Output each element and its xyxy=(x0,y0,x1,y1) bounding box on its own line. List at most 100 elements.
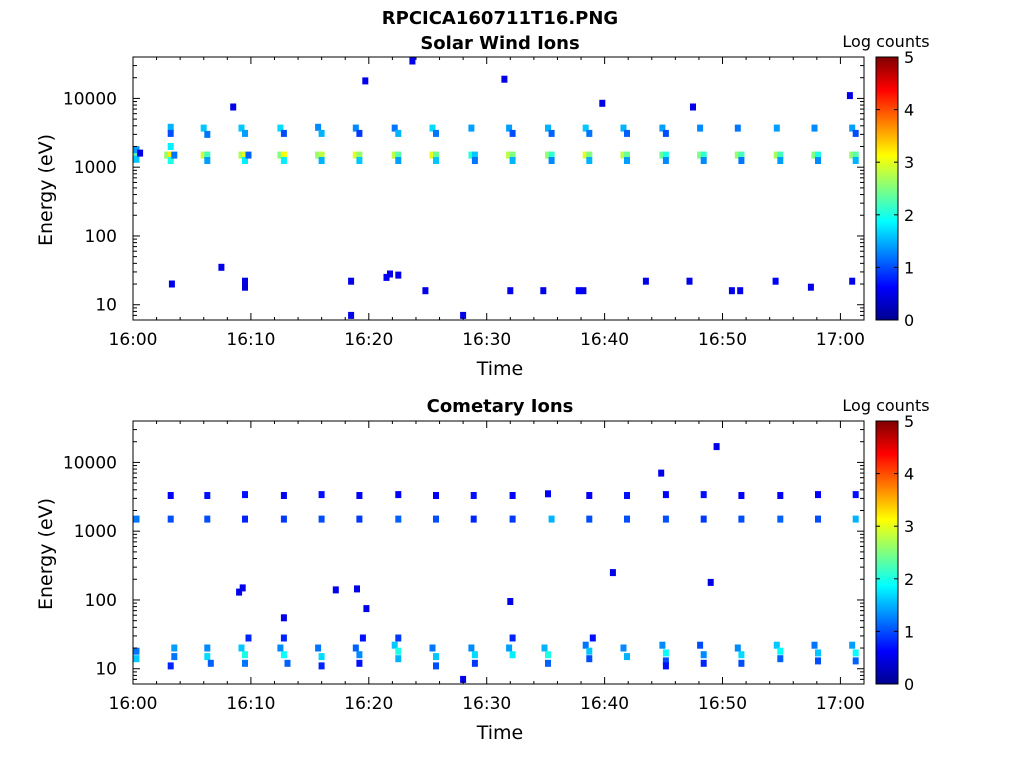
x-tick-label: 17:00 xyxy=(816,330,865,350)
heatmap-cell xyxy=(280,157,287,164)
heatmap-cell xyxy=(471,157,478,164)
heatmap-cell xyxy=(815,657,821,665)
heatmap-cell xyxy=(356,129,363,137)
heatmap-cell xyxy=(773,151,780,159)
heatmap-cell xyxy=(509,651,516,659)
heatmap-cell xyxy=(242,129,248,137)
heatmap-cell xyxy=(460,675,467,683)
x-tick-label: 16:00 xyxy=(109,694,158,714)
colorbar-tick-label: 5 xyxy=(904,48,914,67)
plot-area: 16:00 16:10 16:20 16:30 16:40 16:50 17:00 10 100… xyxy=(63,420,865,714)
heatmap-cell xyxy=(506,151,513,159)
y-tick-label: 10000 xyxy=(63,89,117,109)
heatmap-cell xyxy=(167,143,174,150)
y-axis-label: Energy (eV) xyxy=(35,134,57,246)
heatmap-cell xyxy=(167,492,174,499)
heatmap-cell xyxy=(204,492,211,499)
heatmap-cell xyxy=(658,469,665,477)
heatmap-cell xyxy=(507,598,514,605)
heatmap-cell xyxy=(200,151,207,159)
colorbar-tick-label: 4 xyxy=(904,465,914,484)
heatmap-cell xyxy=(599,99,606,107)
heatmap-cell xyxy=(218,263,225,271)
heatmap-cell xyxy=(582,641,589,649)
heatmap-cell xyxy=(280,151,287,159)
heatmap-cell xyxy=(167,662,174,670)
heatmap-cell xyxy=(509,634,516,642)
heatmap-cell xyxy=(852,151,859,159)
heatmap-cell xyxy=(280,634,287,642)
heatmap-cell xyxy=(582,124,589,132)
plot-area: 16:00 16:10 16:20 16:30 16:40 16:50 17:00 10 100… xyxy=(63,56,865,350)
heatmap-cell xyxy=(277,124,284,132)
figure-title: RPCICA160711T16.PNG xyxy=(382,8,618,29)
colorbar-label: Log counts xyxy=(842,396,929,415)
heatmap-cell xyxy=(777,655,784,663)
heatmap-cell xyxy=(586,151,593,159)
heatmap-cell xyxy=(624,129,630,137)
heatmap-cell xyxy=(697,641,704,649)
heatmap-cell xyxy=(815,157,821,164)
x-tick-label: 16:10 xyxy=(226,694,275,714)
heatmap-cell xyxy=(164,151,171,159)
heatmap-cell xyxy=(318,491,325,499)
heatmap-cell xyxy=(811,641,818,649)
heatmap-cell xyxy=(391,151,398,159)
heatmap-cell xyxy=(589,634,596,642)
heatmap-cell xyxy=(773,641,780,649)
heatmap-cell xyxy=(280,614,287,622)
heatmap-cell xyxy=(624,515,630,523)
heatmap-cell xyxy=(238,151,245,159)
heatmap-cell xyxy=(171,644,178,652)
heatmap-cell xyxy=(624,492,630,499)
heatmap-cell xyxy=(238,644,245,652)
heatmap-cell xyxy=(620,124,627,132)
heatmap-cell xyxy=(315,123,322,131)
heatmap-cell xyxy=(852,649,859,657)
heatmap-cell xyxy=(620,644,627,652)
heatmap-cell xyxy=(242,491,248,499)
heatmap-cell xyxy=(433,151,439,159)
heatmap-cell xyxy=(318,157,325,164)
heatmap-cell xyxy=(137,149,144,157)
heatmap-cell xyxy=(815,491,821,499)
heatmap-cell xyxy=(200,124,207,132)
heatmap-cell xyxy=(545,151,551,159)
plot-frame xyxy=(132,56,865,321)
heatmap-cell xyxy=(700,491,707,499)
heatmap-cell xyxy=(284,659,291,667)
heatmap-cell xyxy=(624,157,630,164)
heatmap-cell xyxy=(811,151,818,159)
heatmap-cell xyxy=(609,569,616,577)
heatmap-cell xyxy=(728,287,735,295)
heatmap-cell xyxy=(700,157,707,164)
heatmap-cell xyxy=(624,653,630,661)
heatmap-cell xyxy=(700,651,707,659)
heatmap-cell xyxy=(815,151,821,159)
heatmap-cell xyxy=(352,644,359,652)
colorbar-tick-label: 1 xyxy=(904,258,914,277)
panel-cometary: Cometary Ions Time Energy (eV) 16:00 16:1… xyxy=(35,396,930,744)
heatmap-cell xyxy=(738,151,745,159)
heatmap-cell xyxy=(242,651,248,659)
heatmap-cell xyxy=(315,151,322,159)
heatmap-cell xyxy=(207,659,214,667)
heatmap-cell xyxy=(395,634,402,642)
heatmap-cell xyxy=(352,124,359,132)
y-tick-label: 10 xyxy=(95,296,117,316)
heatmap-cell xyxy=(433,653,439,661)
heatmap-cell xyxy=(471,651,478,659)
x-tick-label: 16:50 xyxy=(698,330,747,350)
heatmap-cell xyxy=(738,492,745,499)
heatmap-cell xyxy=(171,151,178,159)
heatmap-cell xyxy=(849,151,856,159)
heatmap-cell xyxy=(540,287,547,295)
heatmap-cell xyxy=(849,124,856,132)
y-tick-label: 10000 xyxy=(63,453,117,473)
heatmap-cell xyxy=(245,634,252,642)
heatmap-cell xyxy=(395,157,402,164)
panel-title: Solar Wind Ions xyxy=(420,33,579,54)
heatmap-cell xyxy=(242,151,248,159)
heatmap-cell xyxy=(545,124,551,132)
heatmap-cell xyxy=(773,124,780,132)
